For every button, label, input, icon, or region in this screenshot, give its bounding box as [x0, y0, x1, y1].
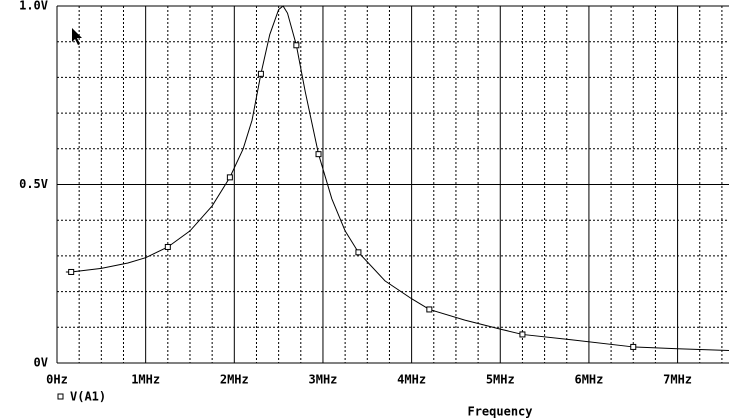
- x-tick-label: 4MHz: [397, 373, 426, 387]
- trace-marker: [426, 306, 433, 313]
- trace-marker: [315, 151, 322, 158]
- x-tick-label: 0Hz: [46, 373, 68, 387]
- trace-marker: [293, 42, 300, 49]
- cursor: [72, 28, 82, 45]
- y-tick-label: 1.0V: [19, 0, 48, 13]
- y-tick-label: 0.5V: [19, 177, 48, 191]
- legend-marker: [57, 393, 64, 400]
- x-axis-label: Frequency: [467, 405, 532, 419]
- y-tick-label: 0V: [34, 356, 48, 370]
- x-tick-label: 6MHz: [574, 373, 603, 387]
- trace-marker: [68, 268, 75, 275]
- x-tick-label: 1MHz: [131, 373, 160, 387]
- trace-marker: [519, 331, 526, 338]
- x-tick-label: 2MHz: [220, 373, 249, 387]
- trace: [65, 5, 729, 352]
- x-tick-label: 5MHz: [486, 373, 515, 387]
- trace-marker: [226, 174, 233, 181]
- trace-marker: [257, 70, 264, 77]
- x-tick-label: 3MHz: [309, 373, 338, 387]
- legend-label: V(A1): [70, 390, 106, 404]
- trace-marker: [630, 343, 637, 350]
- trace-marker: [355, 249, 362, 256]
- trace-marker: [164, 243, 171, 250]
- x-tick-label: 7MHz: [663, 373, 692, 387]
